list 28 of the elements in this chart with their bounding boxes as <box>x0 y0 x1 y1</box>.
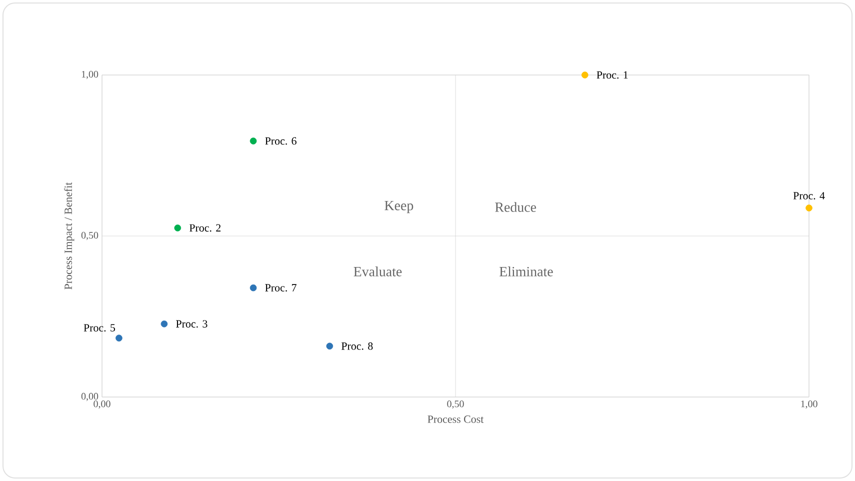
point <box>326 342 334 350</box>
annotation: Keep <box>384 200 414 214</box>
annotation: Proc. 2 <box>189 224 221 232</box>
annotation: Proc. 7 <box>265 284 296 292</box>
y-tick-label: 0,00 <box>81 392 98 402</box>
y-tick-label: 0,50 <box>81 232 98 240</box>
y-axis-title: Process Impact / Benefit <box>64 182 74 290</box>
annotation: Proc. 6 <box>265 137 296 145</box>
x-tick-label: 0,00 <box>94 400 110 409</box>
annotation: Evaluate <box>354 266 402 276</box>
point <box>116 334 122 342</box>
x-axis-title: Process Cost <box>428 416 484 423</box>
point <box>250 138 257 144</box>
annotation: Eliminate <box>500 266 553 276</box>
x-tick-label: 0,50 <box>447 400 464 409</box>
annotation: Proc. 8 <box>341 342 373 350</box>
point <box>806 204 812 212</box>
x-tick-label: 1,00 <box>801 400 818 409</box>
annotation: Reduce <box>495 202 536 212</box>
annotation: Proc. 1 <box>596 71 628 79</box>
y-tick-label: 1,00 <box>82 70 98 80</box>
annotation: Proc. 4 <box>793 192 825 200</box>
point <box>581 72 588 78</box>
point <box>160 320 168 328</box>
point <box>250 284 257 292</box>
point <box>174 224 182 232</box>
annotation: Proc. 3 <box>176 320 208 328</box>
annotation: Proc. 5 <box>84 324 116 332</box>
